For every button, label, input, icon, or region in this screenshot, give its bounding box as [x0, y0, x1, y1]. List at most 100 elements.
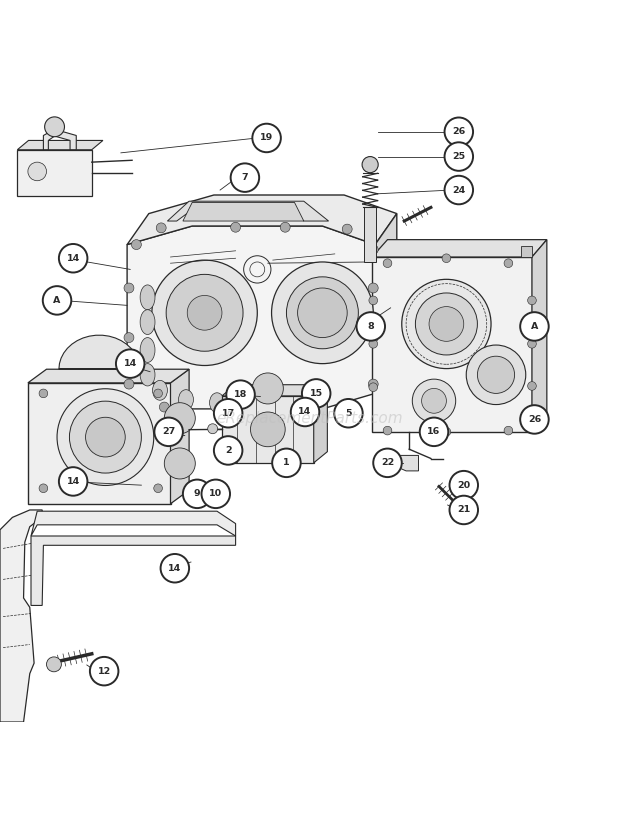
Circle shape — [124, 283, 134, 293]
Circle shape — [368, 283, 378, 293]
Text: 21: 21 — [457, 505, 471, 514]
Text: 14: 14 — [123, 359, 137, 368]
Polygon shape — [314, 385, 327, 463]
Polygon shape — [372, 240, 547, 257]
Polygon shape — [31, 511, 236, 536]
Polygon shape — [43, 129, 76, 150]
Text: 14: 14 — [66, 477, 80, 486]
Circle shape — [164, 403, 195, 433]
Circle shape — [466, 345, 526, 405]
Polygon shape — [0, 510, 42, 722]
Text: 12: 12 — [97, 667, 111, 676]
Circle shape — [445, 143, 473, 171]
Circle shape — [528, 296, 536, 305]
Circle shape — [39, 484, 48, 493]
Circle shape — [154, 484, 162, 493]
Circle shape — [369, 383, 378, 391]
Text: 5: 5 — [345, 409, 352, 418]
Circle shape — [286, 277, 358, 349]
Polygon shape — [170, 369, 189, 503]
Circle shape — [154, 418, 183, 446]
Circle shape — [131, 240, 141, 250]
Text: 14: 14 — [66, 254, 80, 263]
Circle shape — [226, 381, 255, 409]
Circle shape — [202, 480, 230, 508]
Circle shape — [39, 389, 48, 398]
Text: A: A — [531, 322, 538, 331]
Circle shape — [362, 157, 378, 173]
Circle shape — [250, 412, 285, 447]
Circle shape — [116, 349, 144, 378]
Circle shape — [252, 124, 281, 152]
Circle shape — [291, 398, 319, 426]
Polygon shape — [59, 335, 140, 369]
Text: 18: 18 — [234, 390, 247, 399]
Circle shape — [442, 428, 451, 436]
Circle shape — [90, 657, 118, 686]
Text: 26: 26 — [452, 127, 466, 136]
Circle shape — [272, 262, 373, 363]
Circle shape — [183, 480, 211, 508]
Text: 14: 14 — [298, 408, 312, 416]
Ellipse shape — [140, 363, 155, 386]
Circle shape — [59, 467, 87, 496]
Circle shape — [231, 222, 241, 232]
Circle shape — [368, 245, 378, 255]
Circle shape — [302, 379, 330, 408]
Text: 1: 1 — [283, 458, 290, 467]
Circle shape — [520, 405, 549, 433]
Circle shape — [342, 224, 352, 234]
Ellipse shape — [140, 285, 155, 310]
Text: A: A — [53, 296, 61, 305]
Polygon shape — [17, 150, 92, 196]
Circle shape — [429, 307, 464, 341]
Circle shape — [383, 426, 392, 435]
Text: 24: 24 — [452, 185, 466, 194]
Text: 20: 20 — [457, 480, 471, 489]
Ellipse shape — [241, 393, 255, 413]
Polygon shape — [392, 456, 419, 471]
Polygon shape — [127, 226, 375, 409]
Ellipse shape — [153, 381, 167, 400]
Polygon shape — [28, 369, 189, 383]
Text: 8: 8 — [368, 322, 374, 331]
Circle shape — [450, 496, 478, 524]
Circle shape — [214, 399, 242, 428]
Circle shape — [124, 379, 134, 389]
Circle shape — [528, 339, 536, 348]
Circle shape — [422, 388, 446, 414]
Circle shape — [59, 244, 87, 273]
Circle shape — [356, 312, 385, 340]
Circle shape — [368, 333, 378, 343]
Circle shape — [373, 448, 402, 477]
Text: 2: 2 — [225, 446, 231, 455]
Circle shape — [415, 293, 477, 355]
Circle shape — [156, 223, 166, 233]
Circle shape — [528, 382, 536, 391]
Ellipse shape — [272, 393, 286, 413]
Text: 26: 26 — [528, 415, 541, 424]
Circle shape — [208, 424, 218, 433]
Ellipse shape — [140, 338, 155, 363]
Circle shape — [161, 554, 189, 583]
Polygon shape — [222, 385, 327, 396]
Circle shape — [252, 373, 283, 404]
Circle shape — [520, 312, 549, 340]
Polygon shape — [31, 536, 236, 606]
Circle shape — [445, 176, 473, 204]
Circle shape — [445, 118, 473, 146]
Text: 17: 17 — [221, 409, 235, 418]
Circle shape — [368, 379, 378, 389]
Text: 19: 19 — [260, 133, 273, 143]
Circle shape — [477, 356, 515, 393]
Circle shape — [280, 222, 290, 232]
Polygon shape — [521, 246, 532, 257]
Text: 10: 10 — [209, 489, 223, 499]
Circle shape — [231, 163, 259, 192]
Ellipse shape — [140, 310, 155, 335]
Polygon shape — [222, 396, 314, 463]
Circle shape — [504, 259, 513, 268]
Circle shape — [442, 254, 451, 263]
Circle shape — [28, 162, 46, 180]
Polygon shape — [532, 240, 547, 432]
